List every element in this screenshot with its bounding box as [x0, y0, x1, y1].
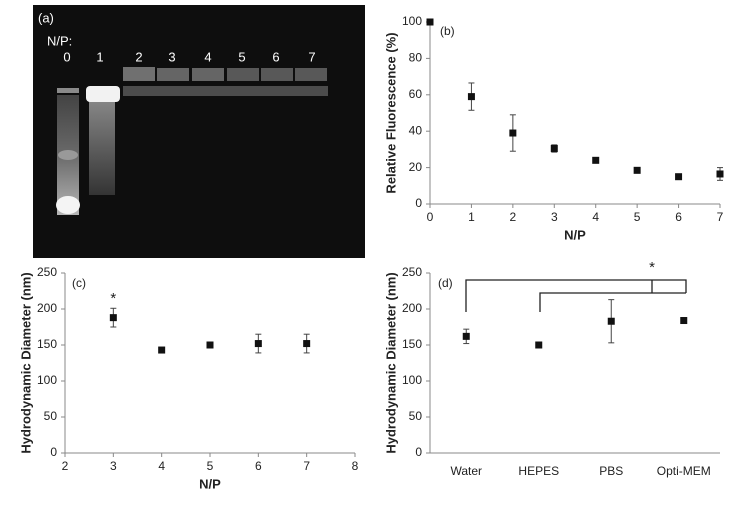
y-tick-label: 0	[50, 445, 57, 459]
marker	[675, 173, 683, 181]
gel-background	[33, 5, 365, 258]
gel-smear	[89, 100, 115, 195]
lane-label: 0	[63, 49, 70, 64]
y-tick-label: 40	[409, 123, 423, 137]
y-tick-label: 100	[37, 373, 57, 387]
x-tick-label: 1	[468, 210, 475, 224]
gel-band	[56, 196, 80, 214]
panel-label: (b)	[440, 24, 455, 38]
gel-band	[86, 86, 120, 102]
marker	[716, 170, 724, 178]
x-tick-label: 7	[717, 210, 724, 224]
y-tick-label: 200	[402, 301, 422, 315]
y-tick-label: 20	[409, 160, 423, 174]
gel-image: (a) N/P: 0 1 2 3 4 5 6 7	[33, 5, 365, 258]
marker	[535, 341, 543, 349]
x-tick-label: 3	[110, 459, 117, 473]
x-tick-label: 5	[634, 210, 641, 224]
x-tick-label: Water	[450, 464, 482, 478]
y-tick-label: 150	[37, 337, 57, 351]
panel-label: (d)	[438, 276, 453, 290]
gel-axis-label: N/P:	[47, 33, 72, 48]
x-tick-label: 4	[592, 210, 599, 224]
y-tick-label: 250	[37, 265, 57, 279]
x-tick-label: HEPES	[518, 464, 559, 478]
annotation: *	[110, 290, 116, 307]
marker	[509, 129, 517, 137]
marker	[158, 346, 166, 354]
y-tick-label: 0	[415, 196, 422, 210]
bracket	[465, 279, 687, 312]
x-tick-label: 6	[675, 210, 682, 224]
chart-panel: 2 3 4 5 6 7 8 0 50 100 150 200 250 (c) N/P Hydrodynamic…	[18, 265, 358, 491]
x-tick-label: 2	[510, 210, 517, 224]
y-axis-title: Hydrodynamic Diameter (nm)	[383, 272, 398, 453]
lane-label: 5	[238, 49, 245, 64]
x-tick-label: 7	[303, 459, 310, 473]
x-tick-label: PBS	[599, 464, 623, 478]
x-tick-label: 4	[158, 459, 165, 473]
marker	[680, 317, 688, 325]
gel-band	[58, 150, 78, 160]
y-tick-label: 60	[409, 87, 423, 101]
panel-label: (c)	[72, 276, 86, 290]
marker	[607, 317, 615, 325]
y-tick-label: 150	[402, 337, 422, 351]
marker	[467, 93, 475, 101]
y-axis-title: Hydrodynamic Diameter (nm)	[18, 272, 33, 453]
y-tick-label: 0	[415, 445, 422, 459]
x-tick-label: 8	[352, 459, 359, 473]
bracket	[539, 292, 686, 312]
marker	[206, 341, 214, 349]
annotation: *	[649, 259, 655, 276]
y-axis-title: Relative Fluorescence (%)	[383, 32, 398, 193]
marker	[592, 156, 600, 164]
chart-panel: 0 1 2 3 4 5 6 7 0 20 40 60 80 100 (b) N/P Relative Fluor…	[383, 14, 723, 242]
x-tick-label: Opti-MEM	[657, 464, 711, 478]
gel-panel-label: (a)	[38, 10, 54, 25]
x-tick-label: 5	[207, 459, 214, 473]
lane-label: 4	[204, 49, 211, 64]
x-tick-label: 3	[551, 210, 558, 224]
x-tick-label: 6	[255, 459, 262, 473]
x-tick-label: 0	[427, 210, 434, 224]
chart-panel: 0 50 100 150 200 250 Water HEPES PBS Opti-MEM (d) H…	[383, 259, 720, 478]
lane-label: 7	[308, 49, 315, 64]
marker	[109, 314, 117, 322]
x-axis-title: N/P	[564, 227, 586, 242]
x-tick-label: 2	[62, 459, 69, 473]
lane-label: 6	[272, 49, 279, 64]
lane-label: 3	[168, 49, 175, 64]
lane-labels: 0 1 2 3 4 5 6 7	[63, 49, 315, 64]
marker	[426, 18, 434, 26]
y-tick-label: 200	[37, 301, 57, 315]
x-axis-title: N/P	[199, 476, 221, 491]
marker	[254, 340, 262, 348]
y-tick-label: 250	[402, 265, 422, 279]
lane-label: 2	[135, 49, 142, 64]
significance-brackets	[465, 279, 687, 312]
marker	[633, 166, 641, 174]
marker	[303, 340, 311, 348]
y-tick-label: 100	[402, 373, 422, 387]
y-tick-label: 80	[409, 51, 423, 65]
gel-wells	[57, 67, 328, 96]
y-tick-label: 100	[402, 14, 422, 28]
y-tick-label: 50	[409, 409, 423, 423]
lane-label: 1	[96, 49, 103, 64]
y-tick-label: 50	[44, 409, 58, 423]
marker	[550, 144, 558, 152]
marker	[462, 332, 470, 340]
